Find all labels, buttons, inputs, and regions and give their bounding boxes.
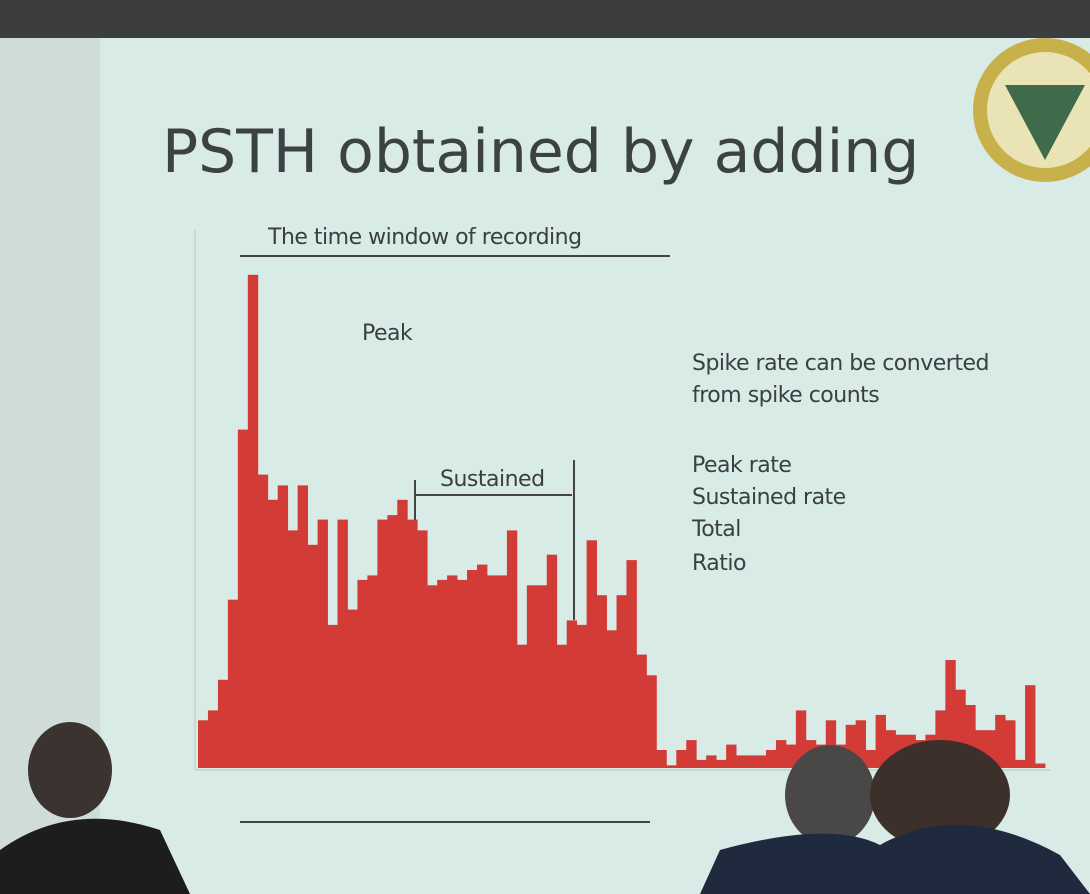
bar (686, 740, 697, 768)
bar (596, 595, 607, 768)
bar (616, 595, 627, 768)
bar (267, 499, 279, 768)
bar (935, 710, 946, 768)
bar (556, 644, 568, 768)
bar (636, 654, 647, 768)
bar (1025, 685, 1036, 768)
bar (477, 564, 488, 768)
bar (427, 585, 438, 768)
bar (447, 575, 458, 768)
bar (945, 660, 956, 768)
bar (965, 705, 976, 768)
bar (247, 274, 259, 768)
bar (845, 724, 857, 768)
bar (656, 750, 667, 768)
bar (885, 730, 896, 768)
annotation: Peak (362, 321, 413, 346)
bar (995, 714, 1006, 768)
bar (337, 519, 348, 768)
bar (1015, 759, 1026, 768)
bar (536, 585, 548, 768)
bar (317, 519, 328, 768)
bar (666, 765, 677, 768)
logo (973, 38, 1090, 182)
bar (706, 755, 717, 768)
bar (237, 429, 249, 768)
bar (217, 679, 229, 768)
bar (357, 579, 368, 768)
annotation: Ratio (692, 551, 746, 576)
bar (207, 710, 219, 768)
bar (855, 720, 867, 768)
chart-title: PSTH obtained by adding (162, 117, 919, 187)
bar (277, 485, 289, 768)
bar (1035, 763, 1046, 768)
bar (646, 675, 657, 768)
bar (467, 570, 478, 768)
audience (0, 722, 1090, 894)
bar (198, 720, 209, 768)
annotation: Spike rate can be converted (692, 351, 989, 376)
bar (576, 624, 588, 768)
bar (985, 730, 996, 768)
bar (546, 554, 558, 768)
bar (716, 759, 727, 768)
annotation: from spike counts (692, 383, 879, 408)
bar (307, 544, 318, 768)
bar (377, 519, 388, 768)
bar (516, 644, 528, 768)
bar (566, 620, 578, 768)
bar (726, 744, 737, 768)
bar (775, 740, 787, 768)
annotation: Sustained (440, 467, 545, 492)
bar (297, 485, 309, 768)
annotation: The time window of recording (267, 225, 582, 250)
ceiling (0, 0, 1090, 40)
bar (875, 714, 886, 768)
bar (606, 630, 617, 768)
bar (626, 560, 637, 768)
bar (347, 609, 358, 768)
bar (696, 759, 707, 768)
bar (257, 474, 269, 768)
bar (417, 530, 428, 768)
bar (496, 575, 508, 768)
bar (437, 579, 448, 768)
annotation: Total (691, 517, 741, 542)
bar (795, 710, 807, 768)
bar (1005, 720, 1016, 768)
bar (407, 519, 418, 768)
bar (526, 585, 538, 768)
bar (955, 689, 966, 768)
annotation: Peak rate (692, 453, 791, 478)
bar (736, 755, 747, 768)
bar (765, 750, 777, 768)
bar (746, 755, 757, 768)
bar (825, 720, 837, 768)
bar (865, 750, 876, 768)
bar (387, 515, 398, 768)
bar (486, 575, 498, 768)
bar (397, 499, 408, 768)
annotations: The time window of recording Peak Sustaine… (267, 225, 989, 576)
bar (676, 750, 687, 768)
bar (506, 530, 518, 768)
bar (457, 579, 468, 768)
bar (327, 624, 338, 768)
bar (756, 755, 767, 768)
bar (287, 530, 299, 768)
bar (367, 575, 378, 768)
bar (586, 540, 597, 768)
bar (785, 744, 797, 768)
bar (975, 730, 986, 768)
bar (227, 599, 239, 768)
annotation: Sustained rate (692, 485, 846, 510)
